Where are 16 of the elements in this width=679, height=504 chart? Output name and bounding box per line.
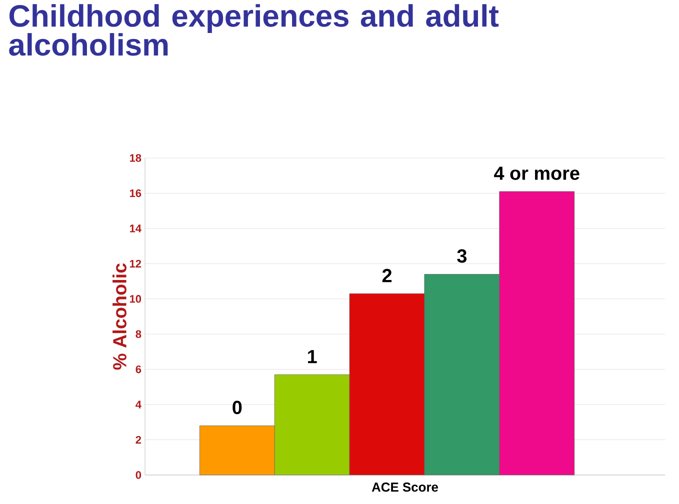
chart-title: Childhood experiences and adult alcoholism — [9, 4, 499, 56]
y-tick-label: 8 — [136, 330, 142, 338]
y-tick-label: 0 — [136, 471, 142, 479]
x-tick-label: 1 — [308, 350, 317, 364]
y-tick-label: 4 — [136, 400, 142, 408]
y-tick-label: 18 — [130, 154, 142, 162]
y-tick-label: 6 — [136, 365, 142, 374]
y-tick-label: 10 — [130, 295, 142, 303]
y-axis-title: % Alcoholic — [112, 263, 126, 370]
x-tick-label: 3 — [457, 249, 467, 263]
y-tick-label: 12 — [130, 260, 142, 268]
x-tick-label: 4 or more — [494, 166, 580, 180]
y-tick-label: 16 — [130, 189, 142, 198]
y-tick-label: 2 — [136, 436, 142, 444]
x-axis-title: ACE Score — [372, 482, 438, 492]
y-tick-label: 14 — [130, 224, 142, 232]
